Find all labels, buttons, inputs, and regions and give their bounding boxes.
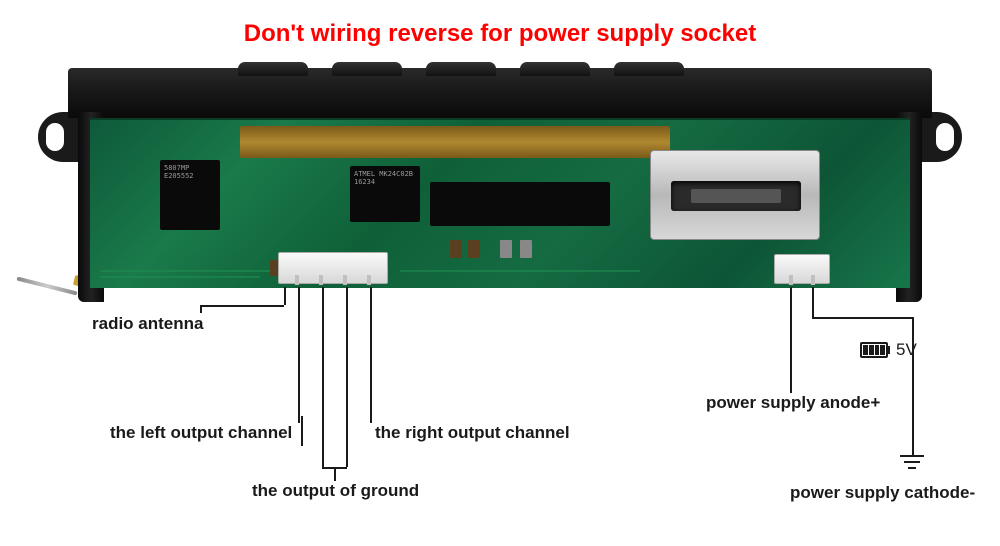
smd-component <box>468 240 480 258</box>
top-button <box>332 62 402 76</box>
leader-line <box>812 317 912 319</box>
leader-line <box>322 287 324 467</box>
top-button <box>520 62 590 76</box>
usb-tongue <box>691 189 781 203</box>
top-buttons <box>238 62 684 76</box>
smd-component <box>520 240 532 258</box>
leader-line <box>298 287 300 423</box>
top-button <box>614 62 684 76</box>
chip-marking: 5807MP E205552 <box>160 160 220 185</box>
label-left-channel: the left output channel <box>110 423 292 443</box>
ic-radio-chip: 5807MP E205552 <box>160 160 220 230</box>
label-output-ground: the output of ground <box>252 481 419 501</box>
label-power-anode: power supply anode+ <box>706 393 880 413</box>
smd-component <box>500 240 512 258</box>
leader-line <box>200 305 284 307</box>
battery-icon: 5V <box>860 340 917 360</box>
power-connector <box>774 254 830 284</box>
leader-line <box>812 287 814 317</box>
leader-line <box>912 317 914 455</box>
usb-slot <box>671 181 801 211</box>
pcb-board: 5807MP E205552 ATMEL MK24C02B 16234 <box>90 118 910 288</box>
leader-line <box>301 416 303 446</box>
warning-title: Don't wiring reverse for power supply so… <box>0 20 1000 48</box>
leader-line <box>284 287 286 305</box>
battery-voltage-label: 5V <box>896 340 917 360</box>
audio-output-connector <box>278 252 388 284</box>
decoder-module: 5807MP E205552 ATMEL MK24C02B 16234 <box>68 68 932 296</box>
chip-marking: ATMEL MK24C02B 16234 <box>350 166 420 191</box>
label-right-channel: the right output channel <box>375 423 570 443</box>
leader-line <box>370 287 372 423</box>
smd-component <box>450 240 462 258</box>
ic-main-decoder <box>430 182 610 226</box>
top-button <box>426 62 496 76</box>
leader-line <box>346 287 348 467</box>
label-power-cathode: power supply cathode- <box>790 483 975 503</box>
ic-eeprom: ATMEL MK24C02B 16234 <box>350 166 420 222</box>
module-top-panel <box>68 68 932 118</box>
leader-line <box>200 305 202 313</box>
usb-port <box>650 150 820 240</box>
leader-line <box>334 467 336 481</box>
top-button <box>238 62 308 76</box>
label-radio-antenna: radio antenna <box>92 314 203 334</box>
display-ribbon <box>240 126 670 158</box>
leader-line <box>790 287 792 393</box>
